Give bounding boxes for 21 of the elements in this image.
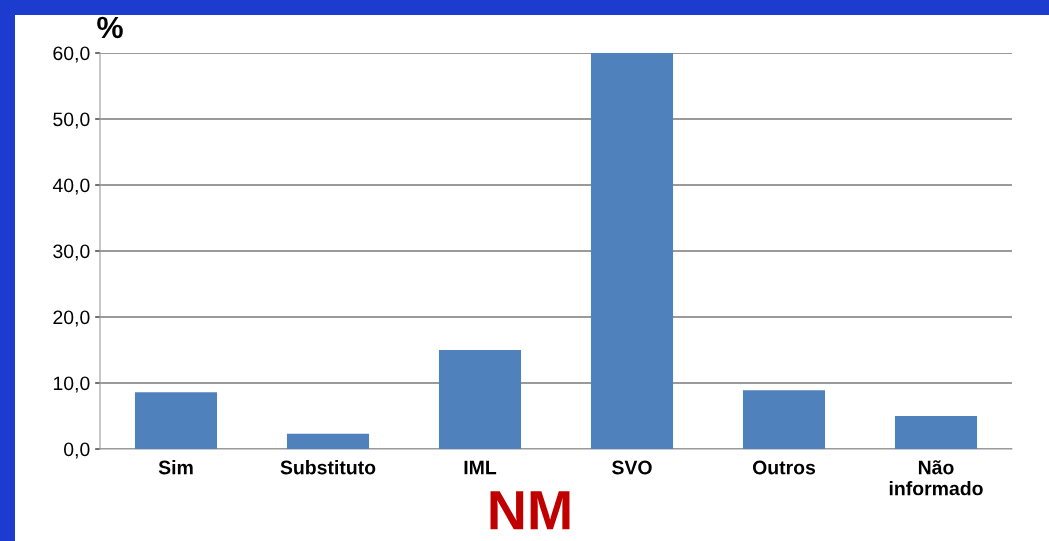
x-tick-label: Substituto <box>280 460 376 475</box>
x-tick-label: Outros <box>752 460 816 475</box>
bar <box>742 390 826 449</box>
y-tick-label: 50,0 <box>53 112 90 129</box>
text: NM <box>490 491 570 530</box>
x-tick-label: Não informado <box>889 460 983 496</box>
y-tick-label: 0,0 <box>64 442 90 459</box>
y-tick-label: 60,0 <box>53 46 90 63</box>
y-tick-label: 20,0 <box>53 310 90 327</box>
x-tick-label: Sim <box>158 460 193 475</box>
y-tick-label: 40,0 <box>52 178 90 195</box>
y-axis-title: % <box>97 16 123 39</box>
bar <box>590 53 674 449</box>
bar <box>894 416 978 449</box>
x-tick-label: IML <box>464 460 497 475</box>
bar <box>134 392 218 449</box>
bar <box>286 433 370 449</box>
y-tick-label: 30,0 <box>53 244 90 261</box>
y-tick-label: 10,0 <box>53 376 90 393</box>
bar <box>438 350 522 449</box>
x-tick-label: SVO <box>612 460 652 475</box>
